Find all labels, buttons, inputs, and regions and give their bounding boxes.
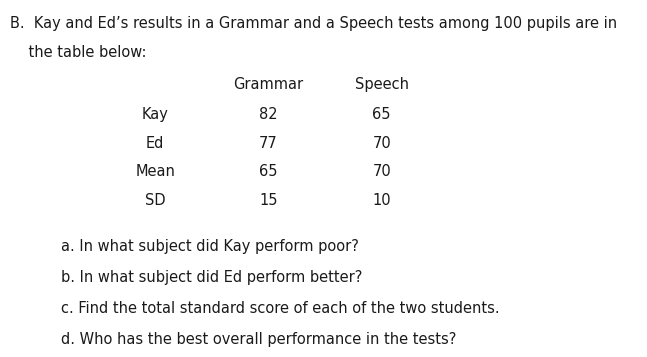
Text: SD: SD [145, 193, 166, 208]
Text: B.  Kay and Ed’s results in a Grammar and a Speech tests among 100 pupils are in: B. Kay and Ed’s results in a Grammar and… [10, 16, 617, 31]
Text: 65: 65 [259, 164, 278, 179]
Text: 65: 65 [373, 107, 391, 122]
Text: d. Who has the best overall performance in the tests?: d. Who has the best overall performance … [61, 332, 457, 347]
Text: Speech: Speech [355, 77, 409, 92]
Text: b. In what subject did Ed perform better?: b. In what subject did Ed perform better… [61, 270, 363, 285]
Text: 77: 77 [259, 136, 278, 151]
Text: Grammar: Grammar [234, 77, 303, 92]
Text: the table below:: the table below: [10, 45, 146, 60]
Text: 82: 82 [259, 107, 278, 122]
Text: 10: 10 [373, 193, 391, 208]
Text: 70: 70 [373, 164, 391, 179]
Text: a. In what subject did Kay perform poor?: a. In what subject did Kay perform poor? [61, 239, 359, 254]
Text: c. Find the total standard score of each of the two students.: c. Find the total standard score of each… [61, 301, 500, 316]
Text: Mean: Mean [135, 164, 175, 179]
Text: 70: 70 [373, 136, 391, 151]
Text: 15: 15 [259, 193, 278, 208]
Text: Ed: Ed [146, 136, 164, 151]
Text: Kay: Kay [142, 107, 169, 122]
